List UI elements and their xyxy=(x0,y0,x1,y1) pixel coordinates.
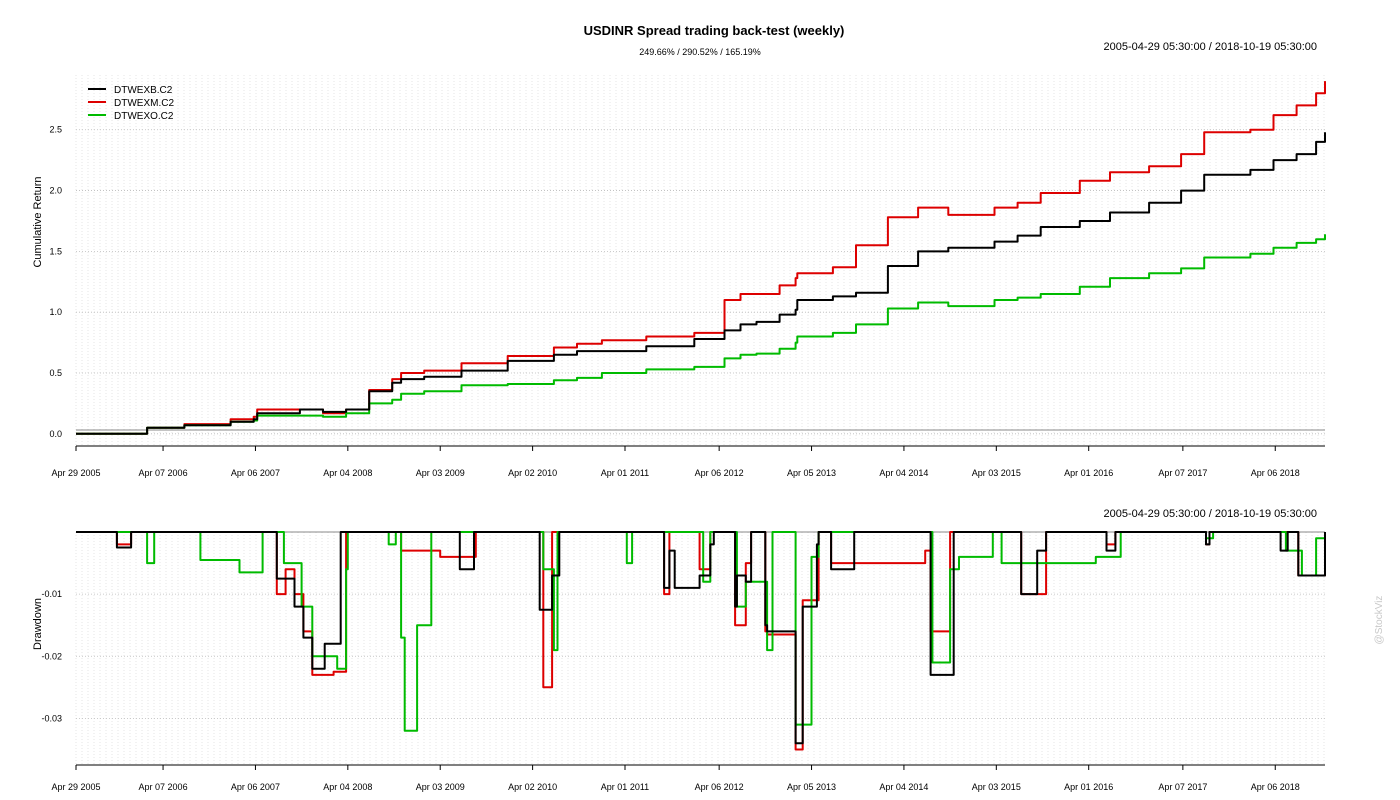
x-tick-label: Apr 03 2015 xyxy=(972,782,1021,792)
x-tick-label: Apr 01 2011 xyxy=(601,782,649,792)
x-tick-label: Apr 01 2011 xyxy=(601,468,649,478)
x-tick-label: Apr 02 2010 xyxy=(508,468,557,478)
x-tick-label: Apr 04 2008 xyxy=(323,782,372,792)
y-tick-label: 1.0 xyxy=(49,307,62,317)
date-range-top: 2005-04-29 05:30:00 / 2018-10-19 05:30:0… xyxy=(1104,41,1317,53)
x-tick-label: Apr 29 2005 xyxy=(51,782,100,792)
top-series-lines xyxy=(76,81,1326,435)
x-tick-label: Apr 07 2017 xyxy=(1158,468,1207,478)
x-tick-label: Apr 04 2014 xyxy=(879,468,928,478)
x-tick-label: Apr 03 2015 xyxy=(972,468,1021,478)
y-tick-label: 0.0 xyxy=(49,429,62,439)
x-tick-label: Apr 01 2016 xyxy=(1064,782,1113,792)
legend-label-dtwexb: DTWEXB.C2 xyxy=(114,85,173,96)
y-tick-label: 2.5 xyxy=(49,125,62,135)
x-tick-label: Apr 06 2018 xyxy=(1251,468,1300,478)
bottom-series-lines xyxy=(76,531,1326,751)
legend: DTWEXB.C2 DTWEXM.C2 DTWEXO.C2 xyxy=(88,85,174,122)
y-tick-label: 0.5 xyxy=(49,368,62,378)
bottom-panel: -0.01-0.02-0.03 Apr 29 2005 Apr 07 2006 Ap… xyxy=(32,531,1326,792)
top-gridlines xyxy=(75,75,1325,446)
y-tick-label: -0.02 xyxy=(41,651,62,661)
x-tick-label: Apr 04 2008 xyxy=(323,468,372,478)
x-tick-label: Apr 06 2007 xyxy=(231,782,280,792)
chart-title: USDINR Spread trading back-test (weekly) xyxy=(584,23,845,38)
y-tick-label: -0.03 xyxy=(41,713,62,723)
x-tick-label: Apr 01 2016 xyxy=(1064,468,1113,478)
top-y-axis-label: Cumulative Return xyxy=(32,176,44,267)
series-line-dtwexb-c2 xyxy=(76,531,1326,745)
x-tick-label: Apr 05 2013 xyxy=(787,468,836,478)
x-tick-label: Apr 06 2007 xyxy=(231,468,280,478)
series-line-dtwexm-c2 xyxy=(76,81,1326,435)
date-range-bottom: 2005-04-29 05:30:00 / 2018-10-19 05:30:0… xyxy=(1104,508,1317,520)
bottom-gridlines xyxy=(75,532,1325,765)
x-tick-label: Apr 07 2006 xyxy=(139,468,188,478)
chart-header: USDINR Spread trading back-test (weekly)… xyxy=(584,23,1317,520)
top-panel: 0.0 0.5 1.0 1.5 2.0 2.5 Apr 29 2005 Apr 07 200… xyxy=(32,75,1326,478)
legend-label-dtwexo: DTWEXO.C2 xyxy=(114,111,174,122)
y-tick-label: -0.01 xyxy=(41,589,62,599)
x-tick-label: Apr 03 2009 xyxy=(416,468,465,478)
x-tick-label: Apr 02 2010 xyxy=(508,782,557,792)
x-tick-label: Apr 06 2012 xyxy=(695,782,744,792)
x-tick-label: Apr 04 2014 xyxy=(879,782,928,792)
top-y-ticks: 0.0 0.5 1.0 1.5 2.0 2.5 xyxy=(49,125,62,439)
series-line-dtwexo-c2 xyxy=(76,531,1326,732)
x-tick-label: Apr 06 2018 xyxy=(1251,782,1300,792)
chart-subtitle: 249.66% / 290.52% / 165.19% xyxy=(639,47,761,57)
y-tick-label: 2.0 xyxy=(49,186,62,196)
x-tick-label: Apr 07 2017 xyxy=(1158,782,1207,792)
legend-label-dtwexm: DTWEXM.C2 xyxy=(114,98,174,109)
watermark: @StockViz xyxy=(1374,596,1385,645)
y-tick-label: 1.5 xyxy=(49,246,62,256)
series-line-dtwexb-c2 xyxy=(76,132,1326,435)
series-line-dtwexo-c2 xyxy=(76,234,1326,435)
x-tick-label: Apr 06 2012 xyxy=(695,468,744,478)
bottom-x-ticks: Apr 29 2005 Apr 07 2006 Apr 06 2007 Apr 04 … xyxy=(51,765,1300,792)
top-x-ticks: Apr 29 2005 Apr 07 2006 Apr 06 2007 Apr 04 … xyxy=(51,446,1300,478)
x-tick-label: Apr 29 2005 xyxy=(51,468,100,478)
bottom-y-ticks: -0.01 -0.02 -0.03 xyxy=(41,589,62,723)
x-tick-label: Apr 03 2009 xyxy=(416,782,465,792)
x-tick-label: Apr 05 2013 xyxy=(787,782,836,792)
bottom-y-axis-label: Drawdown xyxy=(32,598,44,650)
x-tick-label: Apr 07 2006 xyxy=(139,782,188,792)
